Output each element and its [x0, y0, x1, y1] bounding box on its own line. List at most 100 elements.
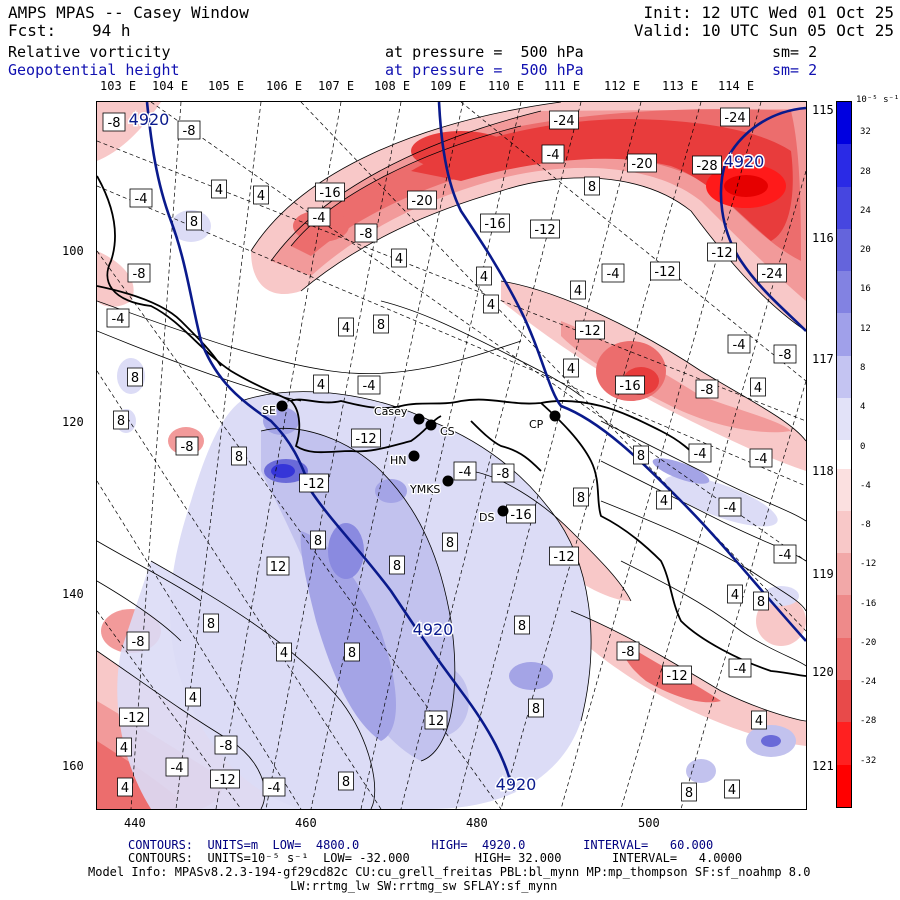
vorticity-label: 4: [257, 189, 265, 204]
vorticity-label: -8: [183, 124, 196, 139]
vorticity-label-box: [203, 613, 219, 633]
vorticity-label-box: [480, 213, 510, 233]
vorticity-label: -4: [363, 379, 376, 394]
y-tick-label: 100: [62, 244, 84, 258]
height-contour-label: 4920: [129, 110, 170, 129]
vorticity-label-box: [773, 344, 797, 364]
y-tick-label: 120: [62, 415, 84, 429]
map-plot-area[interactable]: -8 -8 4 4 8 -4 -16 -4 -8 4 -20 -16 -12 -24 -4 8 -20 -24 -2…: [96, 101, 807, 810]
vorticity-label: 8: [207, 617, 215, 632]
vorticity-label-box: [476, 266, 492, 286]
vorticity-label: 8: [235, 450, 243, 465]
vorticity-label: -4: [135, 192, 148, 207]
vorticity-label: -4: [313, 211, 326, 226]
vorticity-label: -12: [553, 550, 574, 565]
vorticity-label: 4: [754, 381, 762, 396]
station-label: Casey: [374, 405, 408, 418]
station-label: YMKS: [409, 483, 440, 496]
vorticity-label: 8: [446, 536, 454, 551]
vorticity-label-box: [266, 556, 290, 576]
vorticity-label-box: [627, 153, 657, 173]
vorticity-label-box: [720, 107, 750, 127]
x-tick-label: 480: [466, 816, 488, 830]
colorbar-label: -28: [860, 716, 877, 727]
vorticity-label: -8: [108, 116, 121, 131]
vorticity-label-box: [442, 532, 458, 552]
vorticity-label: -12: [711, 246, 732, 261]
station-markers[interactable]: SE Casey CS HN YMKS CP DS: [261, 400, 561, 525]
station-marker-ds[interactable]: [497, 505, 509, 517]
vorticity-label-box: [165, 757, 189, 777]
vorticity-label: 8: [342, 775, 350, 790]
vorticity-label: -4: [171, 761, 184, 776]
colorbar-label: -24: [860, 677, 877, 688]
vorticity-label: 8: [190, 215, 198, 230]
colorbar-label: 0: [860, 441, 866, 452]
vorticity-label: -12: [355, 432, 376, 447]
vorticity-label-box: [126, 631, 150, 651]
vorticity-label-box: [601, 263, 625, 283]
vorticity-label-box: [113, 410, 129, 430]
vorticity-label-box: [749, 448, 773, 468]
vorticity-label: -8: [622, 645, 635, 660]
vorticity-label-box: [307, 207, 331, 227]
vorticity-label: -16: [619, 379, 640, 394]
vorticity-label-box: [299, 473, 329, 493]
vorticity-label: -4: [268, 781, 281, 796]
vorticity-label-box: [211, 179, 227, 199]
vorticity-label-box: [313, 374, 329, 394]
station-marker-cs[interactable]: [425, 419, 437, 431]
vorticity-label-box: [616, 641, 640, 661]
vorticity-label: -4: [755, 452, 768, 467]
longitude-label-top: 113 E: [662, 79, 699, 93]
longitude-label-top: 109 E: [430, 79, 467, 93]
vorticity-label-box: [106, 308, 130, 328]
map-svg: -8 -8 4 4 8 -4 -16 -4 -8 4 -20 -16 -12 -24 -4 8 -20 -24 -2…: [97, 102, 806, 809]
vorticity-label: -16: [319, 186, 340, 201]
vorticity-label-box: [127, 367, 143, 387]
vorticity-label-box: [119, 707, 149, 727]
vorticity-label: 4: [120, 741, 128, 756]
colorbar-label: -16: [860, 598, 877, 609]
vorticity-label-box: [102, 112, 126, 132]
vorticity-label-box: [491, 463, 515, 483]
vorticity-label: -4: [779, 548, 792, 563]
vorticity-label: -28: [696, 159, 717, 174]
vorticity-label-box: [262, 777, 286, 797]
station-marker-hn[interactable]: [408, 450, 420, 462]
vorticity-label-box: [727, 584, 743, 604]
vorticity-label-box: [276, 642, 292, 662]
vorticity-label: 8: [685, 786, 693, 801]
station-marker-se[interactable]: [276, 400, 288, 412]
y-tick-label: 160: [62, 759, 84, 773]
pressure-level-vorticity: at pressure = 500 hPa: [385, 43, 584, 61]
vorticity-label: -4: [547, 148, 560, 163]
vorticity-label: -8: [360, 227, 373, 242]
station-label: SE: [262, 404, 276, 417]
colorbar-label: -20: [860, 637, 877, 648]
vorticity-contours: [97, 102, 806, 809]
vorticity-label: 4: [480, 270, 488, 285]
vorticity-label-box: [117, 777, 133, 797]
y-tick-label: 140: [62, 587, 84, 601]
vorticity-label: -4: [112, 312, 125, 327]
vorticity-label-box: [707, 242, 737, 262]
station-marker-ymks[interactable]: [442, 475, 454, 487]
vorticity-label: -4: [459, 465, 472, 480]
vorticity-label-box: [751, 710, 767, 730]
height-contour-labels: 4920 4920 4920 4920: [127, 109, 766, 796]
map-title: AMPS MPAS -- Casey Window: [8, 3, 249, 22]
station-marker-cp[interactable]: [549, 410, 561, 422]
vorticity-label: -12: [214, 773, 235, 788]
vorticity-label-box: [662, 665, 692, 685]
colorbar-label: -32: [860, 755, 877, 766]
vorticity-label: 8: [577, 491, 585, 506]
vorticity-label-box: [528, 698, 544, 718]
vorticity-label: -8: [497, 467, 510, 482]
vorticity-label-box: [453, 461, 477, 481]
colorbar-label: 12: [860, 323, 871, 334]
vorticity-label-box: [688, 443, 712, 463]
station-marker-casey[interactable]: [413, 413, 425, 425]
coastline: [97, 175, 806, 677]
colorbar-label: -8: [860, 520, 871, 531]
